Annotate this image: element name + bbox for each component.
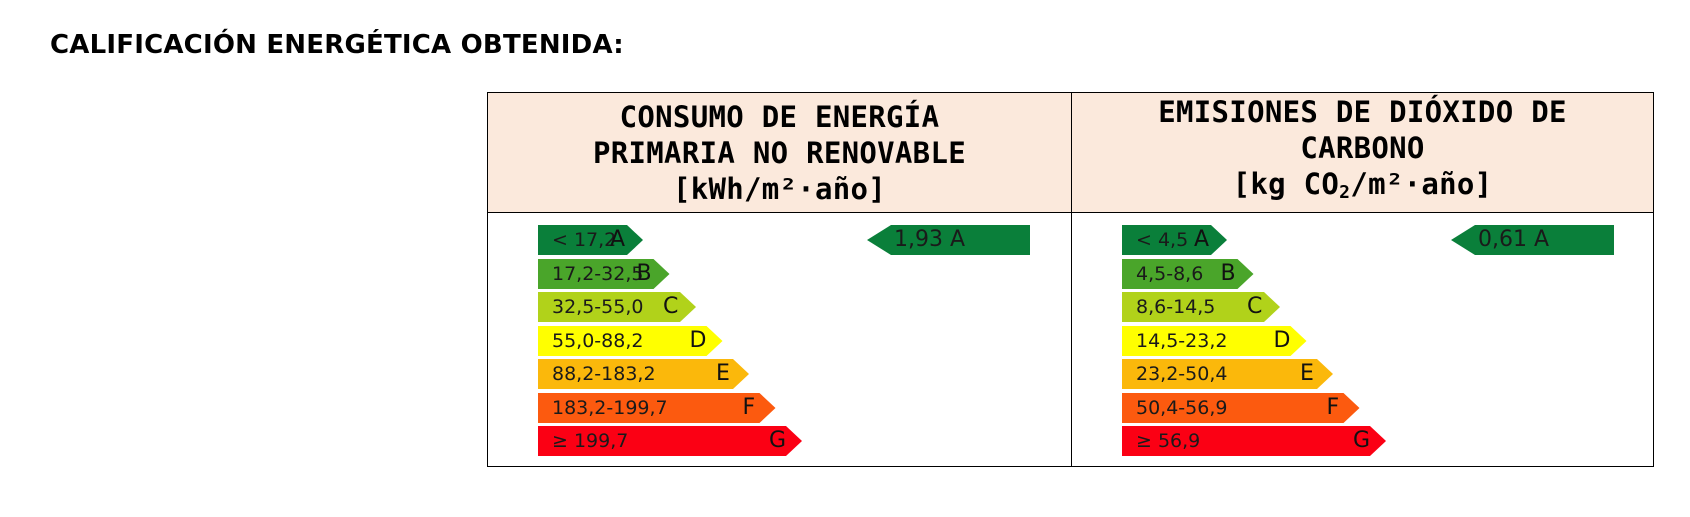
- emissions-band-b-arrow: [1122, 258, 1254, 289]
- energy-band-b-letter: B: [636, 260, 652, 286]
- energy-title-line1: CONSUMO DE ENERGÍA: [619, 99, 940, 134]
- energy-band-e-arrow: [538, 359, 749, 389]
- energy-result-indicator: 1,93 A: [867, 225, 1030, 255]
- emissions-band-b-letter: B: [1220, 260, 1236, 286]
- energy-band-g-arrow: [538, 426, 802, 456]
- energy-band-f-letter: F: [742, 394, 756, 420]
- emissions-band-a: < 4,5 A: [1122, 225, 1227, 255]
- emissions-band-a-arrow: [1122, 225, 1227, 255]
- page-heading: CALIFICACIÓN ENERGÉTICA OBTENIDA:: [50, 30, 624, 60]
- emissions-band-b-range: 4,5-8,6: [1136, 262, 1204, 285]
- rating-table: CONSUMO DE ENERGÍA PRIMARIA NO RENOVABLE…: [487, 92, 1654, 467]
- energy-band-e-range: 88,2-183,2: [552, 363, 656, 385]
- emissions-band-f-range: 50,4-56,9: [1136, 396, 1228, 419]
- emissions-band-e-letter: E: [1300, 361, 1314, 386]
- emissions-title-line1: EMISIONES DE DIÓXIDO DE: [1158, 95, 1567, 129]
- emissions-result-indicator: 0,61 A: [1451, 225, 1614, 255]
- emissions-band-g-letter: G: [1353, 428, 1371, 453]
- energy-band-e-letter: E: [716, 361, 730, 386]
- energy-band-c-arrow: [538, 292, 696, 322]
- energy-band-f: 183,2-199,7 F: [538, 392, 776, 423]
- energy-band-c-range: 32,5-55,0: [552, 296, 644, 318]
- emissions-band-c-arrow: [1122, 292, 1280, 322]
- emissions-band-a-range: < 4,5: [1136, 229, 1189, 251]
- emissions-band-e-arrow: [1122, 359, 1333, 389]
- emissions-band-e-range: 23,2-50,4: [1136, 363, 1228, 385]
- emissions-unit-subscript: 2: [1339, 182, 1351, 203]
- energy-title-line2: PRIMARIA NO RENOVABLE: [593, 135, 966, 170]
- energy-result-value: 1,93 A: [894, 227, 966, 252]
- energy-band-d: 55,0-88,2 D: [538, 325, 723, 356]
- emissions-header: EMISIONES DE DIÓXIDO DE CARBONO [kg CO2/…: [1072, 93, 1653, 213]
- emissions-band-f: 50,4-56,9 F: [1122, 392, 1360, 423]
- energy-band-a-arrow: [538, 225, 643, 255]
- energy-band-b-range: 17,2-32,5: [552, 262, 644, 285]
- emissions-band-f-arrow: [1122, 392, 1360, 423]
- emissions-column: EMISIONES DE DIÓXIDO DE CARBONO [kg CO2/…: [1072, 93, 1653, 466]
- emissions-band-c-letter: C: [1247, 294, 1263, 319]
- energy-band-f-range: 183,2-199,7: [552, 396, 668, 419]
- emissions-title-line2: CARBONO: [1300, 131, 1425, 165]
- energy-header: CONSUMO DE ENERGÍA PRIMARIA NO RENOVABLE…: [488, 93, 1071, 213]
- energy-band-b-arrow: [538, 258, 670, 289]
- emissions-unit: [kg CO2/m²·año]: [1233, 166, 1493, 211]
- energy-band-e: 88,2-183,2 E: [538, 359, 749, 389]
- emissions-band-g-arrow: [1122, 426, 1386, 456]
- energy-column: CONSUMO DE ENERGÍA PRIMARIA NO RENOVABLE…: [488, 93, 1072, 466]
- energy-band-a-letter: A: [610, 227, 626, 252]
- energy-band-d-letter: D: [689, 327, 707, 353]
- emissions-band-b: 4,5-8,6 B: [1122, 258, 1254, 289]
- emissions-unit-prefix: [kg CO: [1232, 167, 1340, 201]
- energy-band-c-letter: C: [663, 294, 679, 319]
- emissions-band-d-range: 14,5-23,2: [1136, 329, 1228, 352]
- emissions-band-g: ≥ 56,9 G: [1122, 426, 1386, 456]
- emissions-band-c: 8,6-14,5 C: [1122, 292, 1280, 322]
- energy-band-f-arrow: [538, 392, 776, 423]
- emissions-band-d: 14,5-23,2 D: [1122, 325, 1307, 356]
- emissions-band-g-range: ≥ 56,9: [1136, 430, 1201, 452]
- emissions-result-value: 0,61 A: [1478, 227, 1550, 252]
- emissions-band-c-range: 8,6-14,5: [1136, 296, 1216, 318]
- energy-band-b: 17,2-32,5 B: [538, 258, 670, 289]
- emissions-band-f-letter: F: [1326, 394, 1340, 420]
- energy-band-g-letter: G: [769, 428, 787, 453]
- energy-band-g: ≥ 199,7 G: [538, 426, 802, 456]
- energy-band-a-range: < 17,2: [552, 229, 617, 251]
- emissions-band-d-arrow: [1122, 325, 1307, 356]
- energy-unit: [kWh/m²·año]: [672, 171, 887, 206]
- energy-band-c: 32,5-55,0 C: [538, 292, 696, 322]
- energy-band-d-arrow: [538, 325, 723, 356]
- energy-result-arrow: [867, 225, 1030, 255]
- emissions-result-arrow: [1451, 225, 1614, 255]
- emissions-band-e: 23,2-50,4 E: [1122, 359, 1333, 389]
- emissions-band-d-letter: D: [1273, 327, 1291, 353]
- emissions-unit-suffix: /m²·año]: [1350, 167, 1493, 201]
- energy-band-a: < 17,2 A: [538, 225, 643, 255]
- energy-band-d-range: 55,0-88,2: [552, 329, 644, 352]
- energy-band-g-range: ≥ 199,7: [552, 430, 629, 452]
- emissions-band-a-letter: A: [1194, 227, 1210, 252]
